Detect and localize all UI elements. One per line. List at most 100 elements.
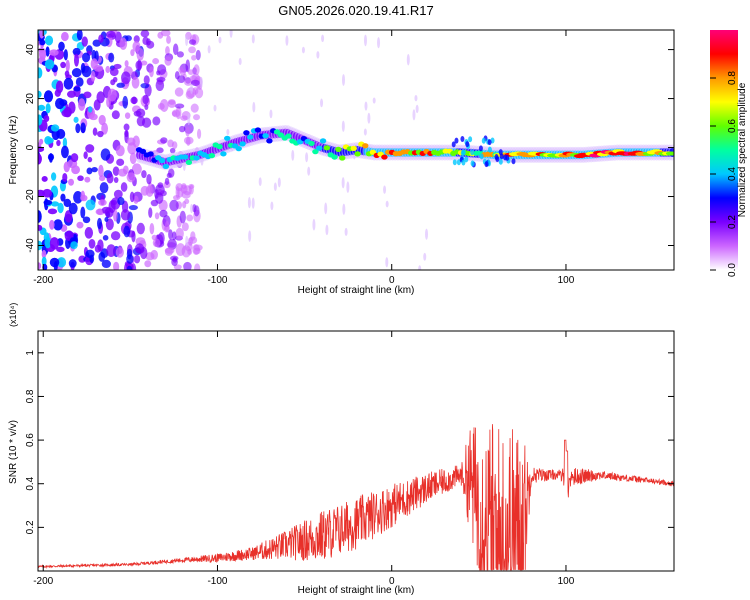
spectrogram-noise-blob [146,40,155,49]
spectrogram-noise-blob [140,185,150,196]
spectrogram-noise-blob [186,214,194,222]
colorbar-label: Normalized spectral amplitude [737,82,748,217]
spectrogram-noise-blob [134,243,145,254]
spectrogram-noise-blob [116,158,125,166]
spectrogram-noise-blob [131,76,140,89]
spectrogram-noise-blob [124,60,129,68]
spectrogram-noise-blob [62,173,68,182]
spectrogram-noise-blob [38,224,43,231]
spectrogram-noise-blob [113,176,119,183]
spectrogram-noise-blob [42,188,53,198]
figure-title: GN05.2026.020.19.41.R17 [278,3,433,18]
spectrogram-noise-blob [80,62,86,74]
spectrogram-x-label: Height of straight line (km) [298,285,415,296]
spectrogram-noise-blob [185,59,191,73]
spectrogram-noise-blob [193,114,201,121]
spectrogram-ridge-blob [262,133,269,139]
spectrogram-noise-blob [181,222,189,232]
spectrogram-noise-blob [97,130,104,138]
spectrogram-noise-blob [105,30,116,38]
spectrogram-noise-blob [171,109,181,118]
spectrogram-noise-blob [90,58,98,70]
spectrogram-ridge-blob [369,149,377,155]
spectrogram-noise-blob [191,54,197,61]
spectrogram-spread-blob [487,146,492,153]
spectrogram-noise-blob [89,113,98,121]
spectrogram-ridge-blob [350,145,357,151]
spectrogram-faint-streak [258,177,262,187]
spectrogram-noise-blob [64,70,70,77]
spectrogram-spread-blob [494,154,499,161]
spectrogram-y-tick-label: 0 [25,144,36,150]
snr-x-tick-label: -200 [33,576,53,587]
spectrogram-noise-blob [101,259,111,269]
spectrogram-noise-blob [41,249,47,259]
spectrogram-noise-blob [172,43,179,56]
spectrogram-ridge-blob [162,163,170,170]
spectrogram-noise-blob [192,204,197,213]
spectrogram-faint-streak [226,128,230,136]
spectrogram-noise-blob [111,199,118,206]
spectrogram-faint-streak [199,76,203,88]
spectrogram-spread-blob [451,141,456,148]
spectrogram-ridge-blob [308,140,315,147]
spectrogram-noise-blob [38,104,46,111]
spectrogram-noise-blob [174,103,185,109]
spectrogram-y-tick-label: 40 [25,44,36,56]
spectrogram-faint-streak [218,36,222,44]
spectrogram-noise-blob [71,68,82,78]
spectrogram-noise-blob [91,49,97,62]
spectrogram-faint-streak [247,196,251,209]
spectrogram-noise-blob [73,86,81,92]
snr-series-line [38,424,674,571]
spectrogram-noise-blob [53,219,63,231]
spectrogram-noise-blob [126,254,134,264]
spectrogram-ridge-blob [331,154,338,160]
spectrogram-noise-blob [141,117,152,128]
spectrogram-noise-blob [70,153,79,163]
spectrogram-noise-blob [136,222,145,235]
colorbar-tick-label: 0.8 [727,71,738,85]
spectrogram-faint-streak [412,109,416,121]
snr-frame [37,330,675,572]
spectrogram-noise-blob [101,122,108,135]
snr-x-tick-label: 100 [558,576,575,587]
spectrogram-noise-blob [99,182,109,194]
spectrogram-faint-streak [344,227,348,237]
spectrogram-noise-blob [166,172,172,179]
spectrogram-noise-blob [167,238,177,250]
spectrogram-spread-blob [464,156,469,163]
spectrogram-noise-blob [104,216,109,223]
spectrogram-noise-blob [105,65,111,74]
spectrogram-noise-blob [188,39,197,45]
spectrogram-noise-blob [183,136,194,145]
spectrogram-faint-streak [341,177,345,189]
spectrogram-noise-blob [171,231,177,241]
spectrogram-noise-blob [144,260,152,268]
spectrogram-ridge-blob [247,134,254,140]
spectrogram-noise-blob [112,76,118,83]
spectrogram-noise-blob [127,142,137,155]
spectrogram-noise-blob [156,76,166,83]
spectrogram-noise-blob [120,209,131,221]
spectrogram-noise-blob [56,139,61,147]
spectrogram-y-ticks: -40 -20 0 20 40 [25,44,674,253]
spectrogram-noise-blob [115,145,125,157]
spectrogram-y-tick-label: 20 [25,93,36,105]
spectrogram-faint-streak [363,34,367,47]
spectrogram-noise-blob [64,210,73,223]
spectrogram-noise-blob [140,30,150,38]
spectrogram-noise-blob [75,77,84,87]
spectrogram-faint-streak [187,113,191,126]
spectrogram-noise-blob [70,241,78,250]
spectrogram-faint-streak [320,98,324,108]
spectrogram-noise-blob [175,243,186,256]
spectrogram-spread-blob [481,137,486,144]
spectrogram-noise-blob [157,103,165,110]
spectrogram-spread-blob [498,158,503,165]
colorbar-tick-label: 0.2 [727,215,738,229]
spectrogram-noise-blob [194,87,204,99]
spectrogram-noise-blob [45,103,51,114]
spectrogram-noise-blob [197,128,202,139]
spectrogram-noise-blob [58,41,65,51]
